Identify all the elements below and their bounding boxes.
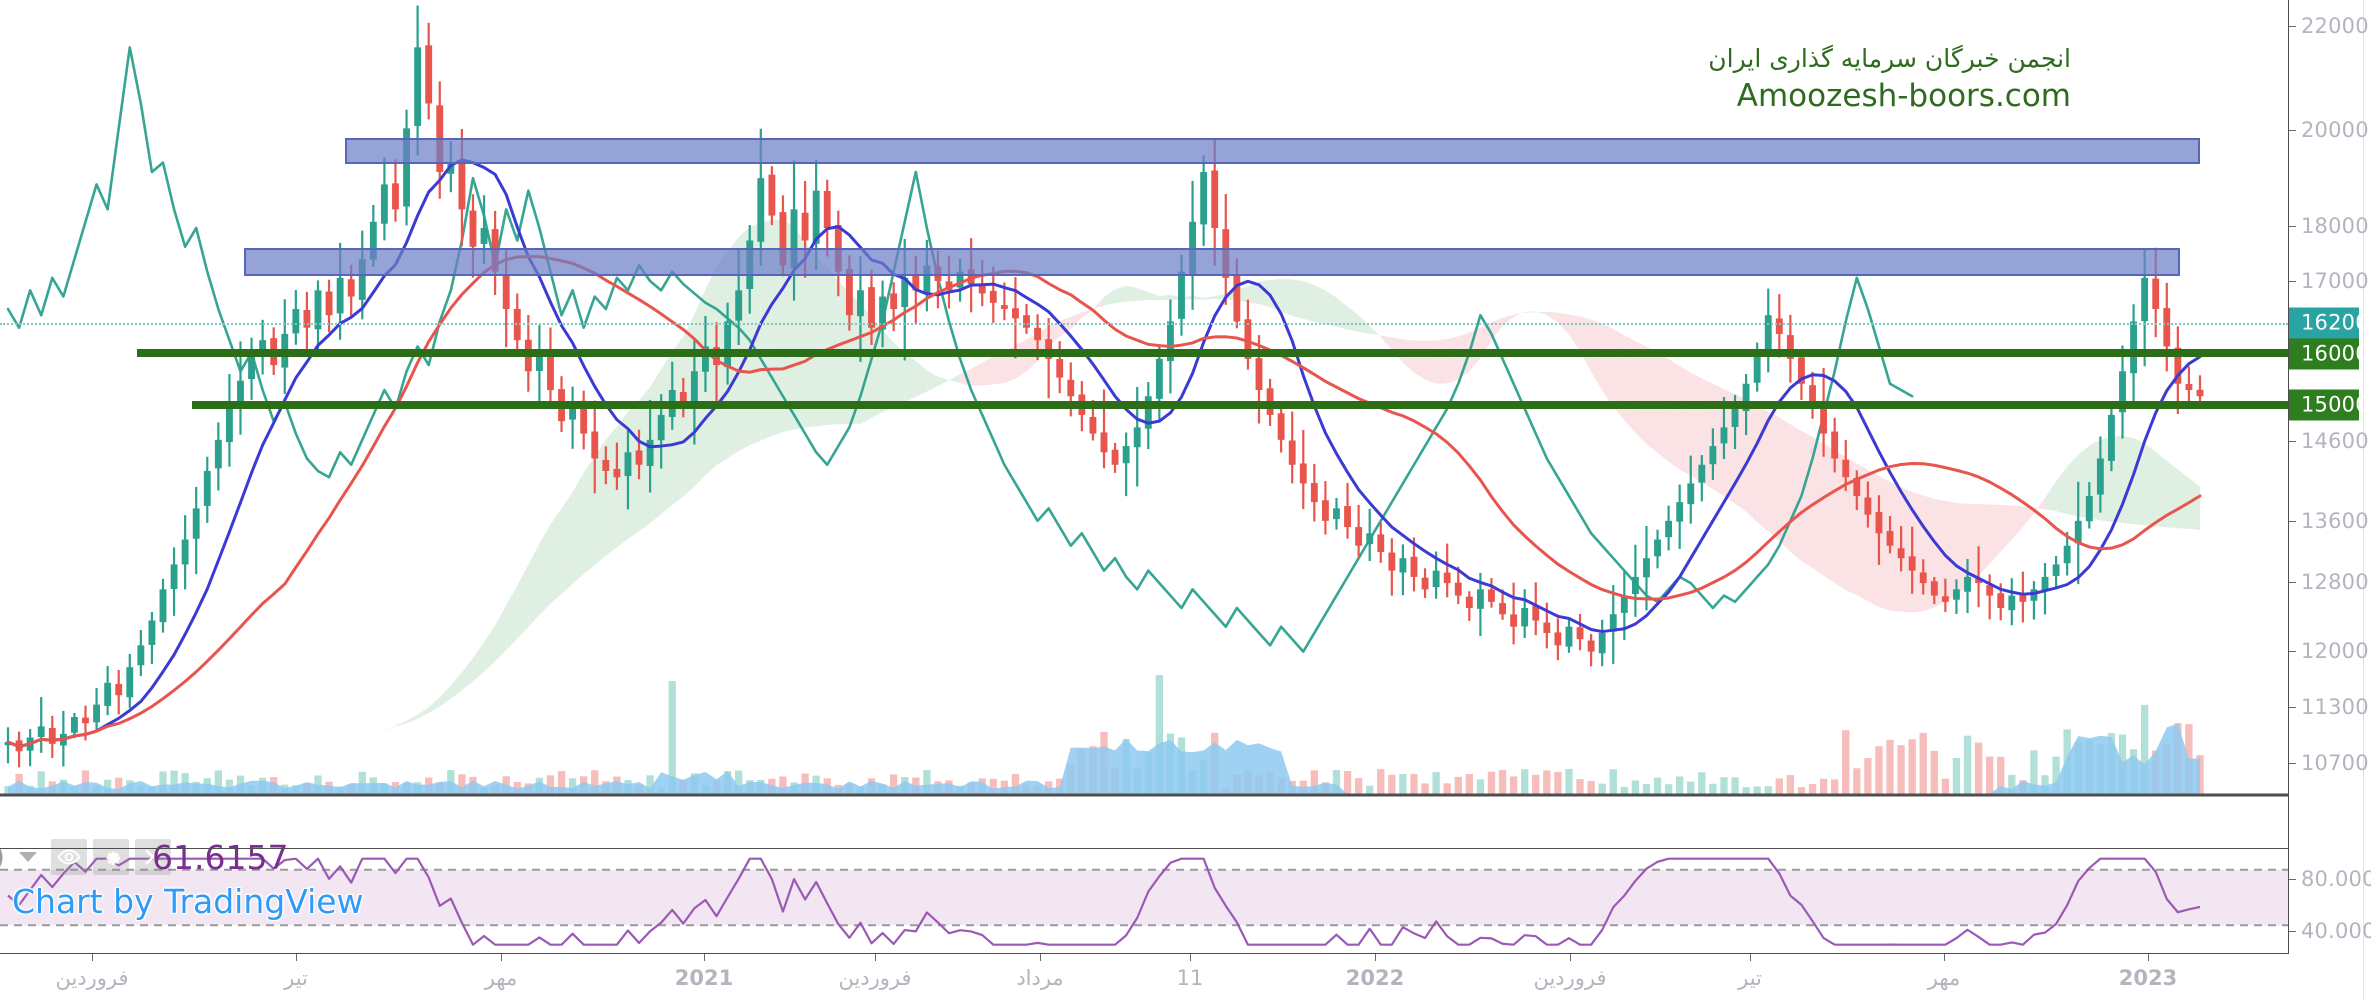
- time-axis-month-label: مهر: [1927, 966, 1961, 990]
- rsi-pane[interactable]: [0, 849, 2288, 953]
- last-price-line: [0, 323, 2288, 325]
- tradingview-branding: Chart by TradingView: [12, 882, 364, 921]
- rsi-line: [7, 857, 2201, 946]
- time-axis-tick: [1375, 954, 1376, 961]
- rsi-current-value: 61.6157: [152, 838, 289, 877]
- time-axis-tick: [501, 954, 502, 961]
- price-axis-label: 17000.00: [2301, 269, 2371, 293]
- tenkan-sen-line: [6, 158, 2202, 749]
- price-axis-tick: [2289, 763, 2296, 764]
- price-axis-label: 18000.00: [2301, 214, 2371, 238]
- price-axis-tick: [2289, 651, 2296, 652]
- price-axis-label: 10700.00: [2301, 751, 2371, 775]
- time-axis-year-label: 2021: [674, 966, 734, 990]
- price-axis-tick: [2289, 26, 2296, 27]
- price-axis-label: 20000.00: [2301, 118, 2371, 142]
- price-axis-label: 13600.00: [2301, 509, 2371, 533]
- price-axis-tick: [2289, 226, 2296, 227]
- time-axis-tick: [1190, 954, 1191, 961]
- time-axis[interactable]: فروردین تیر مهر 2021 فروردین مرداد 11 2022 فرورد…: [0, 954, 2289, 1000]
- price-level-badge[interactable]: 15000.00: [2289, 389, 2371, 421]
- time-axis-month-label: فروردین: [55, 966, 129, 990]
- price-axis-tick: [2289, 879, 2296, 880]
- price-pane[interactable]: [0, 0, 2288, 848]
- price-axis-label: 22000.00: [2301, 14, 2371, 38]
- rsi-band-fill: [0, 869, 2288, 926]
- time-axis-tick: [1570, 954, 1571, 961]
- time-axis-month-label: تیر: [284, 966, 308, 990]
- pane-divider: [0, 848, 2288, 849]
- last-price-badge[interactable]: 16200.00: [2289, 307, 2371, 339]
- rsi-series-canvas: [0, 857, 2288, 946]
- chikou-span: [6, 46, 1914, 653]
- time-axis-month-label: فروردین: [838, 966, 912, 990]
- time-axis-month-label: مرداد: [1016, 966, 1064, 990]
- time-axis-year-label: 2022: [1345, 966, 1405, 990]
- price-axis-tick: [2289, 707, 2296, 708]
- upper-supply-zone[interactable]: [345, 138, 2200, 164]
- time-axis-month-label: تیر: [1738, 966, 1762, 990]
- price-axis[interactable]: 22000.00 20000.00 18000.00 17000.00 16200.00…: [2289, 0, 2371, 1000]
- price-axis-tick: [2289, 931, 2296, 932]
- price-axis-label: 11300.00: [2301, 695, 2371, 719]
- ichimoku-cloud: [295, 219, 2200, 747]
- support-15000[interactable]: [192, 401, 2288, 409]
- resistance-16000[interactable]: [137, 349, 2288, 357]
- time-axis-month-label: 11: [1176, 966, 1204, 990]
- right-edge-rule: [2363, 0, 2364, 1000]
- time-axis-tick: [1944, 954, 1945, 961]
- price-series-canvas: [0, 5, 2288, 797]
- price-axis-tick: [2289, 582, 2296, 583]
- gear-icon[interactable]: [92, 839, 129, 875]
- price-axis-label: 14600.00: [2301, 429, 2371, 453]
- price-axis-label: 80.0000: [2301, 867, 2371, 891]
- time-axis-month-label: مهر: [484, 966, 518, 990]
- time-axis-tick: [2148, 954, 2149, 961]
- price-axis-tick: [2289, 130, 2296, 131]
- price-level-badge[interactable]: 16000.00: [2289, 338, 2371, 370]
- price-axis-rule: [2288, 0, 2289, 953]
- volume-histogram: [4, 675, 2204, 795]
- price-axis-label: 12800.00: [2301, 570, 2371, 594]
- price-axis-tick: [2289, 441, 2296, 442]
- price-axis-label: 12000.00: [2301, 639, 2371, 663]
- price-axis-tick: [2289, 521, 2296, 522]
- time-axis-year-label: 2023: [2118, 966, 2178, 990]
- close-icon[interactable]: [134, 839, 171, 875]
- time-axis-tick: [296, 954, 297, 961]
- kijun-sen-line: [6, 255, 2202, 749]
- time-axis-tick: [92, 954, 93, 961]
- candlestick-series[interactable]: [4, 5, 2204, 768]
- time-axis-tick: [1750, 954, 1751, 961]
- time-axis-month-label: فروردین: [1533, 966, 1607, 990]
- eye-icon[interactable]: [50, 839, 87, 875]
- price-axis-tick: [2289, 281, 2296, 282]
- price-axis-label: 40.0000: [2301, 919, 2371, 943]
- chevron-down-icon[interactable]: [18, 852, 37, 862]
- time-axis-tick: [1040, 954, 1041, 961]
- time-axis-tick: [875, 954, 876, 961]
- rsi-indicator-legend[interactable]: ): [0, 836, 171, 878]
- rsi-paren-text: ): [0, 843, 5, 871]
- lower-supply-zone[interactable]: [244, 248, 2180, 276]
- time-axis-tick: [704, 954, 705, 961]
- time-axis-rule: [0, 953, 2289, 954]
